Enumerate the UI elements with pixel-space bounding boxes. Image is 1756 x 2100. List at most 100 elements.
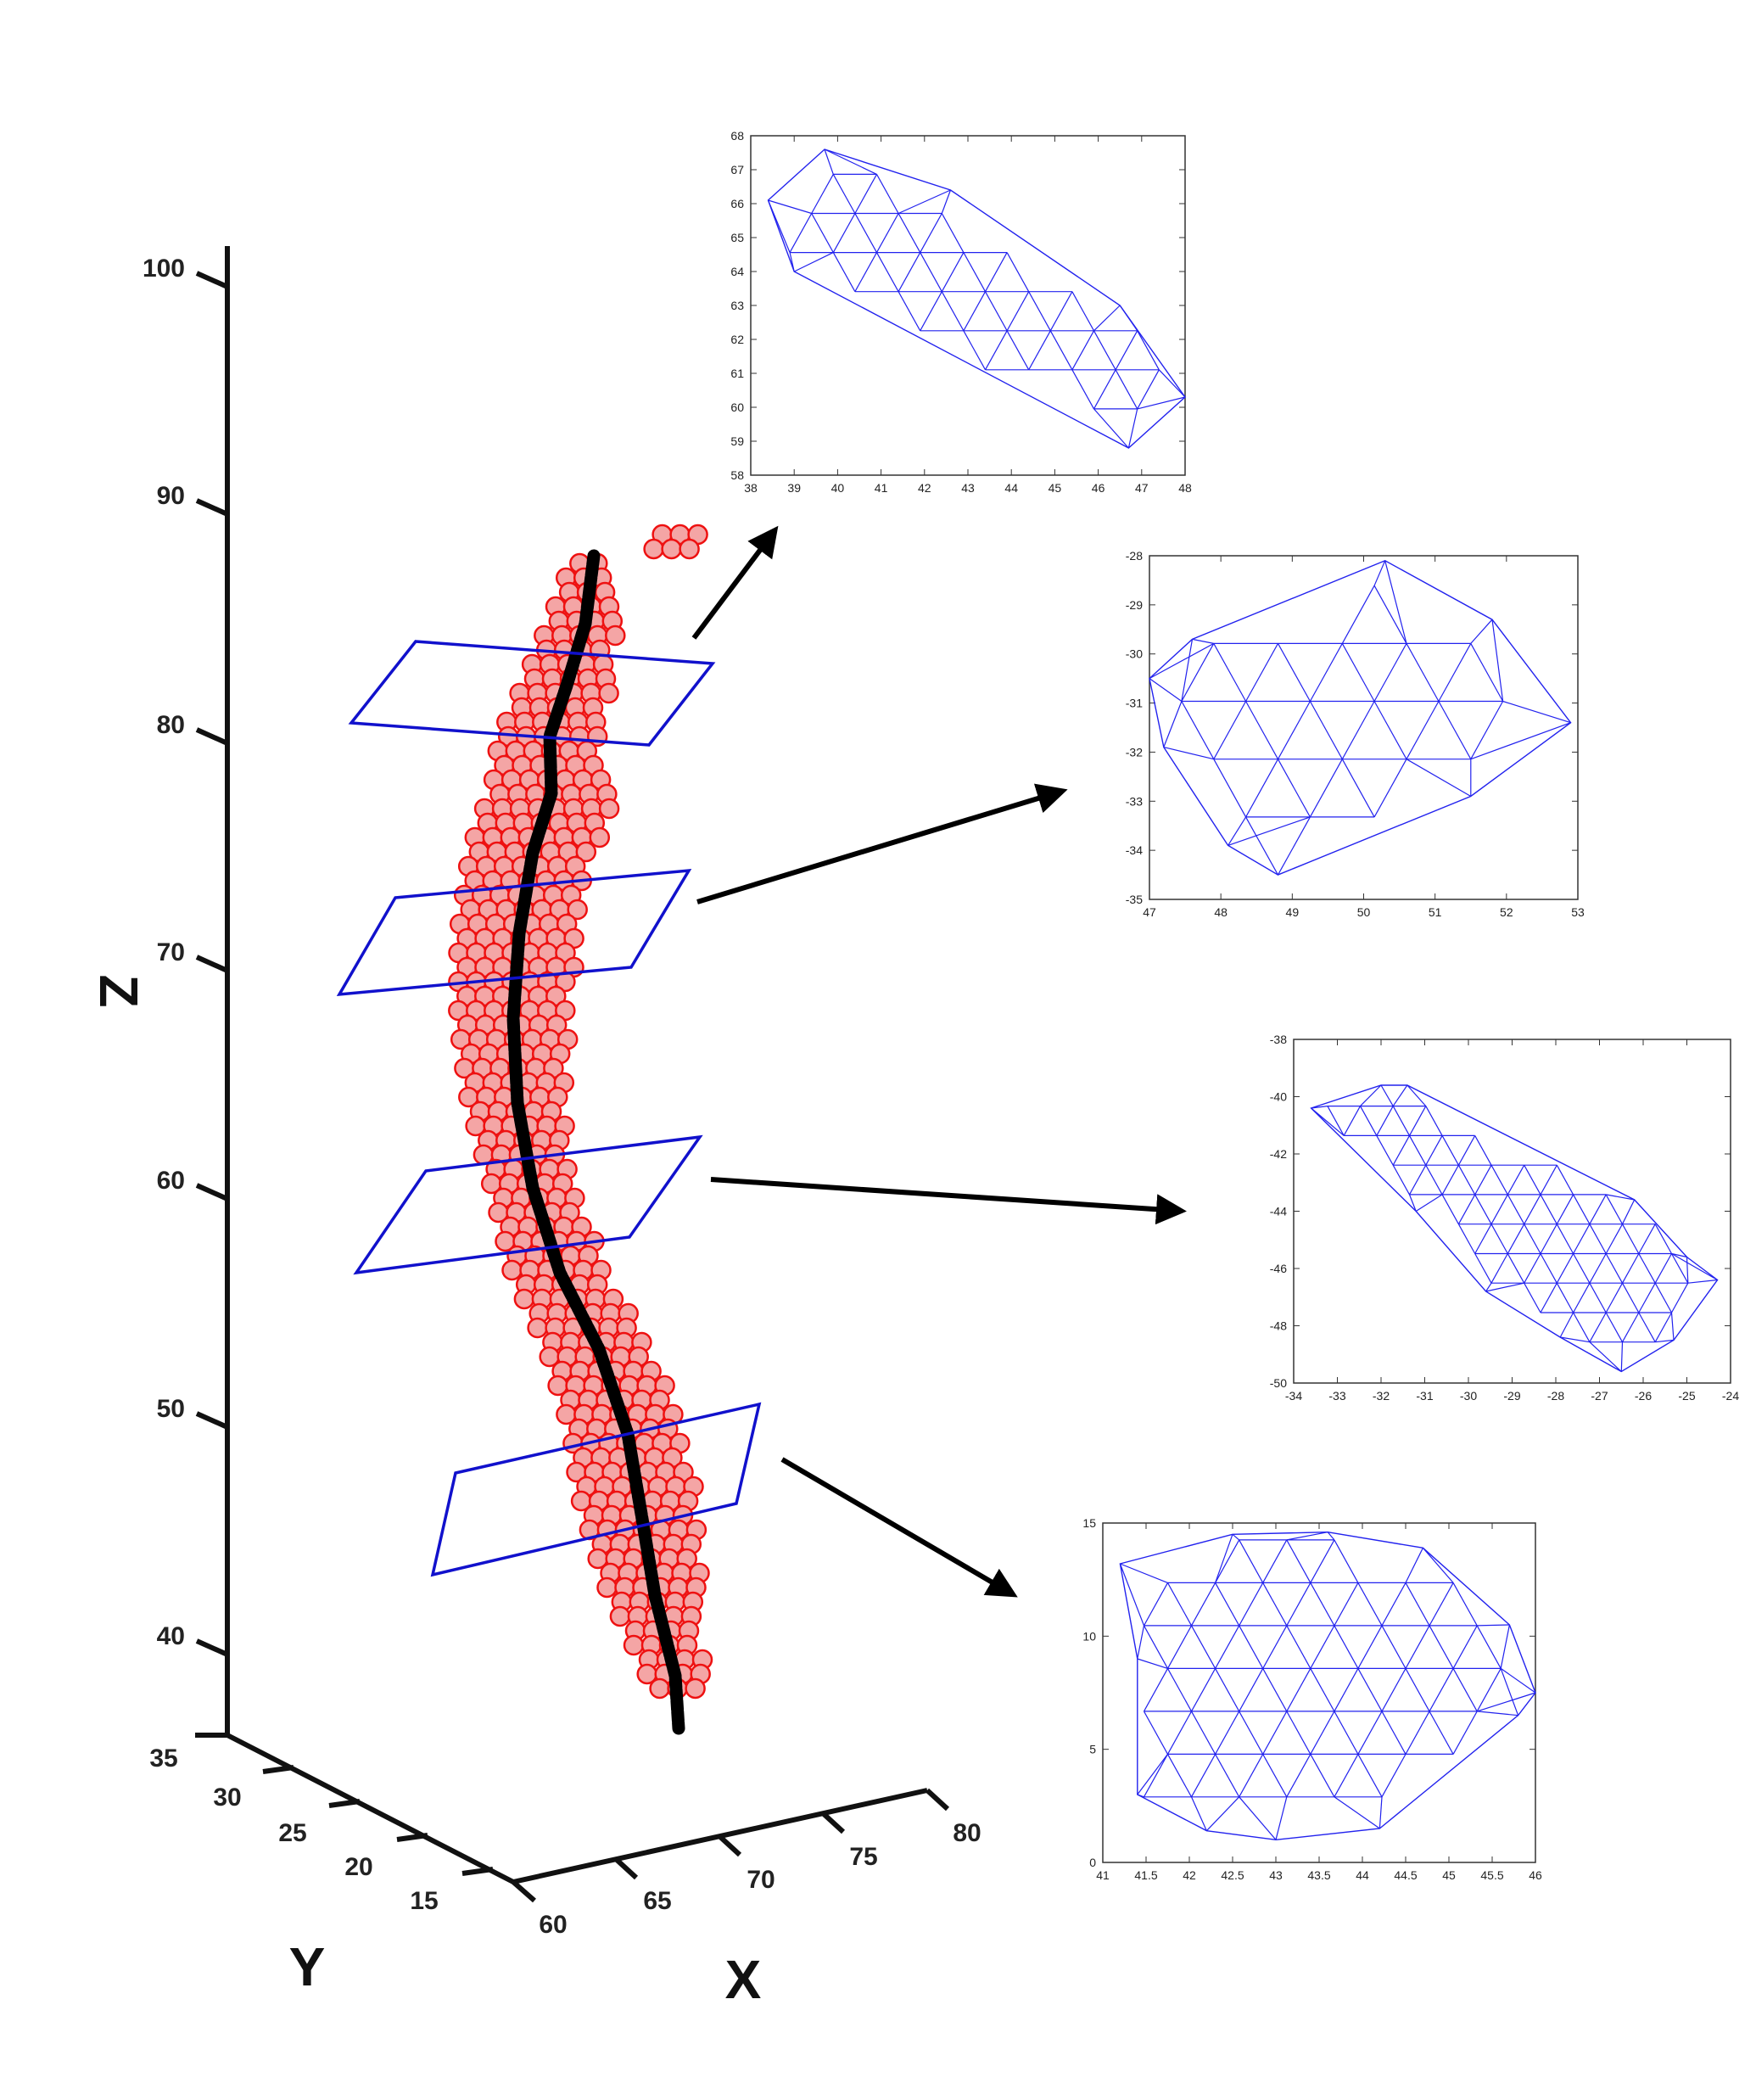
inset-y-tick-label: -33 <box>1126 794 1143 808</box>
mesh-edge <box>1245 643 1279 702</box>
mesh-edge <box>1429 1711 1454 1755</box>
mesh-edge <box>1507 1224 1525 1254</box>
cutting-plane <box>336 868 692 997</box>
inset-x-tick-label: 43 <box>1269 1868 1283 1882</box>
point-marker <box>609 1605 631 1627</box>
mesh-edge <box>1310 1711 1335 1755</box>
arrow <box>696 783 1068 904</box>
mesh-edge <box>1205 1796 1240 1832</box>
mesh-edge <box>1245 816 1279 876</box>
mesh-edge <box>898 213 921 253</box>
mesh-edge <box>1556 1253 1574 1284</box>
y-tick-label: 35 <box>149 1744 177 1772</box>
point-marker <box>598 682 619 704</box>
inset-y-tick-label: -35 <box>1126 893 1143 906</box>
mesh-edge <box>1262 1582 1288 1627</box>
inset-x-tick-label: 42 <box>918 481 931 495</box>
mesh-edge <box>1192 638 1214 644</box>
point-marker <box>679 538 700 560</box>
mesh-edge <box>1190 1796 1207 1831</box>
mesh-edge <box>1137 1794 1144 1798</box>
mesh-edge <box>1620 1341 1624 1372</box>
inset-y-tick-label: -42 <box>1270 1147 1287 1161</box>
mesh-edge <box>1137 1625 1145 1660</box>
mesh-edge <box>1485 1282 1524 1292</box>
mesh-edge <box>1605 1282 1624 1313</box>
mesh-edge <box>1127 408 1138 449</box>
mesh-edge <box>1415 1194 1443 1212</box>
mesh-edge <box>1143 1625 1169 1669</box>
slice-hull <box>1149 560 1572 876</box>
inset-frame <box>1293 1039 1731 1384</box>
inset-x-tick-label: 41 <box>1096 1868 1110 1882</box>
z-tick-mark <box>195 955 229 973</box>
mesh-edge <box>1474 1164 1492 1196</box>
mesh-edge <box>1507 1164 1525 1196</box>
mesh-edge <box>1373 560 1386 586</box>
arrows <box>691 525 1187 1598</box>
mesh-edge <box>941 252 965 292</box>
mesh-edge <box>1166 1668 1193 1712</box>
inset-y-tick-label: 59 <box>730 434 744 448</box>
mesh-edge <box>1477 1692 1536 1712</box>
mesh-edge <box>1476 1625 1502 1669</box>
mesh-edge <box>1540 1194 1557 1224</box>
y-axis-label: Y <box>289 1936 326 1997</box>
mesh-edge <box>1120 1563 1168 1583</box>
mesh-edge <box>1670 1253 1689 1284</box>
mesh-edge <box>1119 305 1138 332</box>
mesh-edge <box>1190 1582 1216 1627</box>
mesh-edge <box>1166 1625 1193 1669</box>
inset-x-tick-label: 46 <box>1529 1868 1542 1882</box>
mesh-edge <box>1341 701 1375 759</box>
mesh-edge <box>1589 1341 1622 1372</box>
mesh-edge <box>1277 816 1311 876</box>
slice-inset-plot: 47 48 49 50 51 52 53 -28 -29 -30 -31 -32 -33 -34 -35 <box>1126 549 1585 919</box>
mesh-edge <box>1507 1194 1525 1224</box>
mesh-edge <box>1166 1711 1193 1755</box>
mesh-edge <box>875 174 899 214</box>
x-tick-label: 60 <box>539 1911 567 1939</box>
mesh-edge <box>1524 1224 1541 1254</box>
point-marker <box>598 798 620 820</box>
inset-y-tick-label: 0 <box>1089 1856 1096 1869</box>
inset-x-tick-label: 41.5 <box>1134 1868 1157 1882</box>
x-tick-label: 70 <box>747 1866 775 1894</box>
point-marker <box>513 1288 535 1310</box>
mesh-edge <box>1309 759 1343 818</box>
slice-inset-plot: 38 39 40 41 42 43 44 45 46 47 48 68 67 66 65 64 63 62 61 60… <box>730 129 1192 495</box>
point-marker <box>596 1576 618 1599</box>
inset-y-tick-label: -31 <box>1126 697 1143 710</box>
inset-y-tick-label: 58 <box>730 468 744 482</box>
mesh-edge <box>1687 1279 1718 1284</box>
mesh-edge <box>1470 619 1493 644</box>
inset-y-tick-label: -48 <box>1270 1319 1287 1333</box>
mesh-edge <box>1310 1582 1335 1627</box>
mesh-edge <box>1115 330 1138 371</box>
mesh-edge <box>1425 1135 1443 1166</box>
mesh-edge <box>1137 1754 1168 1795</box>
inset-x-tick-label: 50 <box>1357 905 1371 919</box>
mesh-edge <box>1490 1164 1508 1196</box>
mesh-edge <box>1190 1625 1216 1669</box>
mesh-edge <box>1228 816 1247 846</box>
mesh-edge <box>1215 1582 1240 1627</box>
mesh-edge <box>1589 1194 1607 1224</box>
mesh-edge <box>832 174 856 214</box>
mesh-edge <box>1357 1711 1383 1755</box>
mesh-edge <box>793 252 834 272</box>
mesh-edge <box>1485 1282 1492 1292</box>
mesh-edge <box>1262 1668 1288 1712</box>
mesh-edge <box>1381 1711 1406 1755</box>
mesh-edge <box>1502 700 1571 724</box>
mesh-edge <box>963 291 987 332</box>
mesh-edge <box>941 291 965 332</box>
inset-x-tick-label: -24 <box>1722 1389 1739 1403</box>
mesh-edge <box>1589 1253 1607 1284</box>
mesh-edge <box>1452 1711 1478 1755</box>
mesh-edge <box>1376 1135 1394 1166</box>
mesh-edge <box>1406 643 1440 702</box>
mesh-edge <box>1228 816 1311 846</box>
mesh-edge <box>1507 1253 1525 1284</box>
mesh-edge <box>1686 1257 1689 1284</box>
